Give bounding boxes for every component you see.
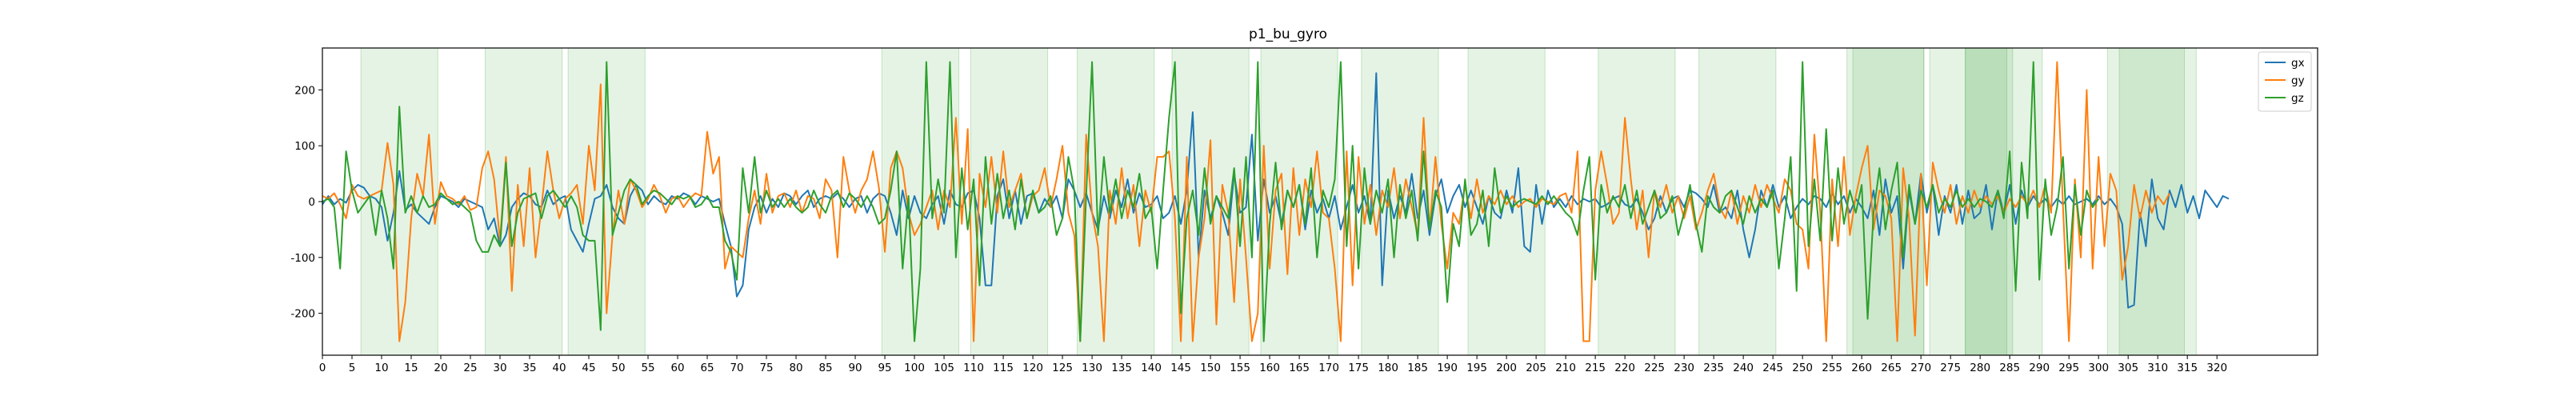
shaded-spans xyxy=(360,47,2197,356)
x-tick-label-205: 205 xyxy=(1526,362,1546,374)
x-tick-label-60: 60 xyxy=(670,362,684,374)
x-tick-label-320: 320 xyxy=(2206,362,2227,374)
shaded-span-1 xyxy=(485,47,563,356)
legend-label-gz: gz xyxy=(2291,92,2304,105)
x-tick-label-40: 40 xyxy=(552,362,566,374)
x-tick-label-105: 105 xyxy=(934,362,954,374)
legend-box xyxy=(2258,51,2312,112)
x-tick-label-280: 280 xyxy=(1970,362,1990,374)
x-tick-label-255: 255 xyxy=(1822,362,1842,374)
x-tick-label-25: 25 xyxy=(463,362,477,374)
x-tick-label-265: 265 xyxy=(1881,362,1902,374)
legend-label-gx: gx xyxy=(2291,57,2305,70)
x-tick-label-200: 200 xyxy=(1496,362,1517,374)
x-tick-label-185: 185 xyxy=(1407,362,1428,374)
y-tick-label--100: -100 xyxy=(290,252,315,265)
x-tick-label-0: 0 xyxy=(319,362,326,374)
series-line-gz xyxy=(322,61,2099,342)
shaded-span-17 xyxy=(2106,47,2185,356)
x-tick-label-175: 175 xyxy=(1348,362,1369,374)
x-tick-label-80: 80 xyxy=(789,362,802,374)
x-tick-label-285: 285 xyxy=(1999,362,2020,374)
x-tick-label-315: 315 xyxy=(2177,362,2198,374)
plot-lines xyxy=(322,61,2230,342)
x-tick-label-30: 30 xyxy=(493,362,506,374)
x-tick-label-290: 290 xyxy=(2029,362,2050,374)
x-tick-label-160: 160 xyxy=(1259,362,1280,374)
x-tick-label-5: 5 xyxy=(349,362,356,374)
x-tick-label-240: 240 xyxy=(1733,362,1754,374)
x-tick-label-250: 250 xyxy=(1792,362,1813,374)
x-tick-label-225: 225 xyxy=(1644,362,1665,374)
x-tick-label-140: 140 xyxy=(1141,362,1162,374)
x-tick-label-275: 275 xyxy=(1940,362,1961,374)
x-tick-label-45: 45 xyxy=(582,362,595,374)
x-tick-label-115: 115 xyxy=(993,362,1014,374)
x-tick-label-300: 300 xyxy=(2088,362,2109,374)
x-axis: 0 5 10 15 20 25 30 35 40 45 50 55 60 65 70 75 80 85 90 95 10… xyxy=(319,355,2227,374)
x-tick-label-145: 145 xyxy=(1170,362,1191,374)
x-tick-label-110: 110 xyxy=(963,362,984,374)
x-tick-label-310: 310 xyxy=(2147,362,2168,374)
x-tick-label-190: 190 xyxy=(1437,362,1458,374)
x-tick-label-235: 235 xyxy=(1703,362,1724,374)
x-tick-label-20: 20 xyxy=(434,362,447,374)
x-tick-label-180: 180 xyxy=(1378,362,1398,374)
y-axis: -200 -100 0 100 200 xyxy=(290,84,322,321)
x-tick-label-135: 135 xyxy=(1111,362,1132,374)
legend-label-gy: gy xyxy=(2291,74,2305,87)
x-tick-label-270: 270 xyxy=(1910,362,1931,374)
x-tick-label-195: 195 xyxy=(1466,362,1487,374)
shaded-span-9 xyxy=(1467,47,1546,356)
x-tick-label-260: 260 xyxy=(1851,362,1872,374)
x-tick-label-220: 220 xyxy=(1614,362,1635,374)
x-tick-label-120: 120 xyxy=(1022,362,1043,374)
shaded-span-3 xyxy=(881,47,960,356)
chart-title: p1_bu_gyro xyxy=(1249,26,1327,42)
x-tick-label-215: 215 xyxy=(1585,362,1606,374)
x-tick-label-155: 155 xyxy=(1230,362,1250,374)
x-tick-label-125: 125 xyxy=(1052,362,1073,374)
x-tick-label-245: 245 xyxy=(1762,362,1783,374)
x-tick-label-230: 230 xyxy=(1674,362,1694,374)
x-tick-label-295: 295 xyxy=(2058,362,2079,374)
x-tick-label-210: 210 xyxy=(1555,362,1576,374)
x-tick-label-55: 55 xyxy=(641,362,654,374)
x-tick-label-15: 15 xyxy=(404,362,418,374)
x-tick-label-305: 305 xyxy=(2118,362,2138,374)
x-tick-label-10: 10 xyxy=(374,362,388,374)
x-tick-label-90: 90 xyxy=(848,362,862,374)
x-tick-label-75: 75 xyxy=(759,362,773,374)
x-tick-label-170: 170 xyxy=(1318,362,1339,374)
x-tick-label-50: 50 xyxy=(611,362,625,374)
legend: gx gy gz xyxy=(2258,51,2312,112)
y-tick-label-100: 100 xyxy=(294,140,315,153)
y-tick-label-200: 200 xyxy=(294,84,315,97)
x-tick-label-95: 95 xyxy=(878,362,891,374)
shaded-span-0 xyxy=(360,47,438,356)
y-tick-label--200: -200 xyxy=(290,308,315,321)
x-tick-label-130: 130 xyxy=(1082,362,1102,374)
x-tick-label-100: 100 xyxy=(904,362,925,374)
x-tick-label-35: 35 xyxy=(522,362,536,374)
y-tick-label-0: 0 xyxy=(308,196,315,209)
x-tick-label-70: 70 xyxy=(730,362,743,374)
x-tick-label-65: 65 xyxy=(700,362,714,374)
x-tick-label-150: 150 xyxy=(1200,362,1221,374)
x-tick-label-165: 165 xyxy=(1289,362,1310,374)
x-tick-label-85: 85 xyxy=(818,362,832,374)
